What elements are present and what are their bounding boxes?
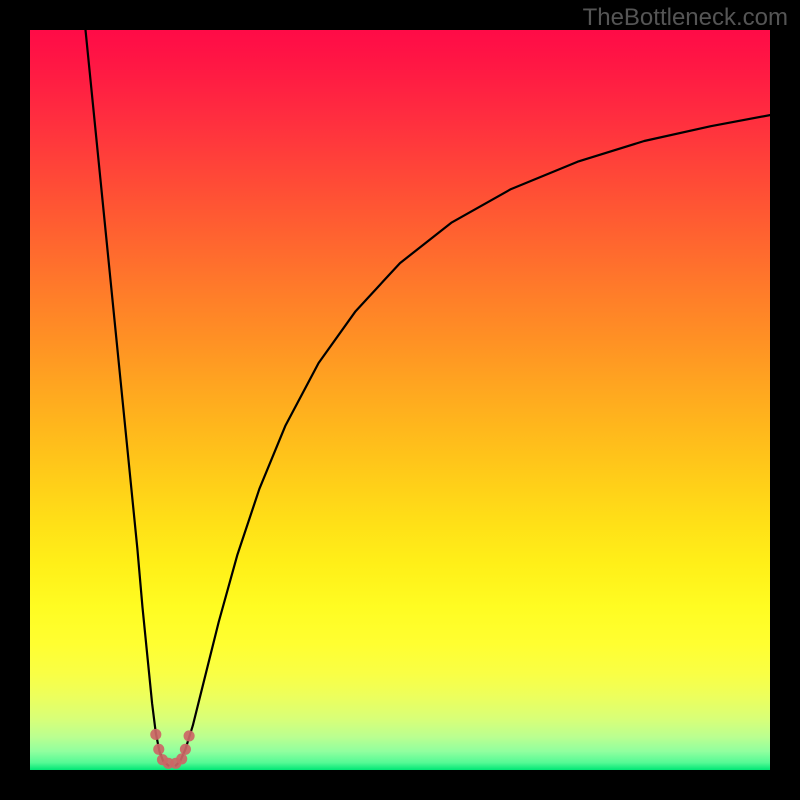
marker-point xyxy=(150,729,161,740)
plot-area xyxy=(30,30,770,770)
chart-root: TheBottleneck.com xyxy=(0,0,800,800)
marker-point xyxy=(180,744,191,755)
marker-point xyxy=(184,730,195,741)
marker-point xyxy=(176,753,187,764)
marker-point xyxy=(153,744,164,755)
gradient-background xyxy=(30,30,770,770)
watermark-text: TheBottleneck.com xyxy=(583,4,788,32)
bottleneck-curve-chart xyxy=(30,30,770,770)
